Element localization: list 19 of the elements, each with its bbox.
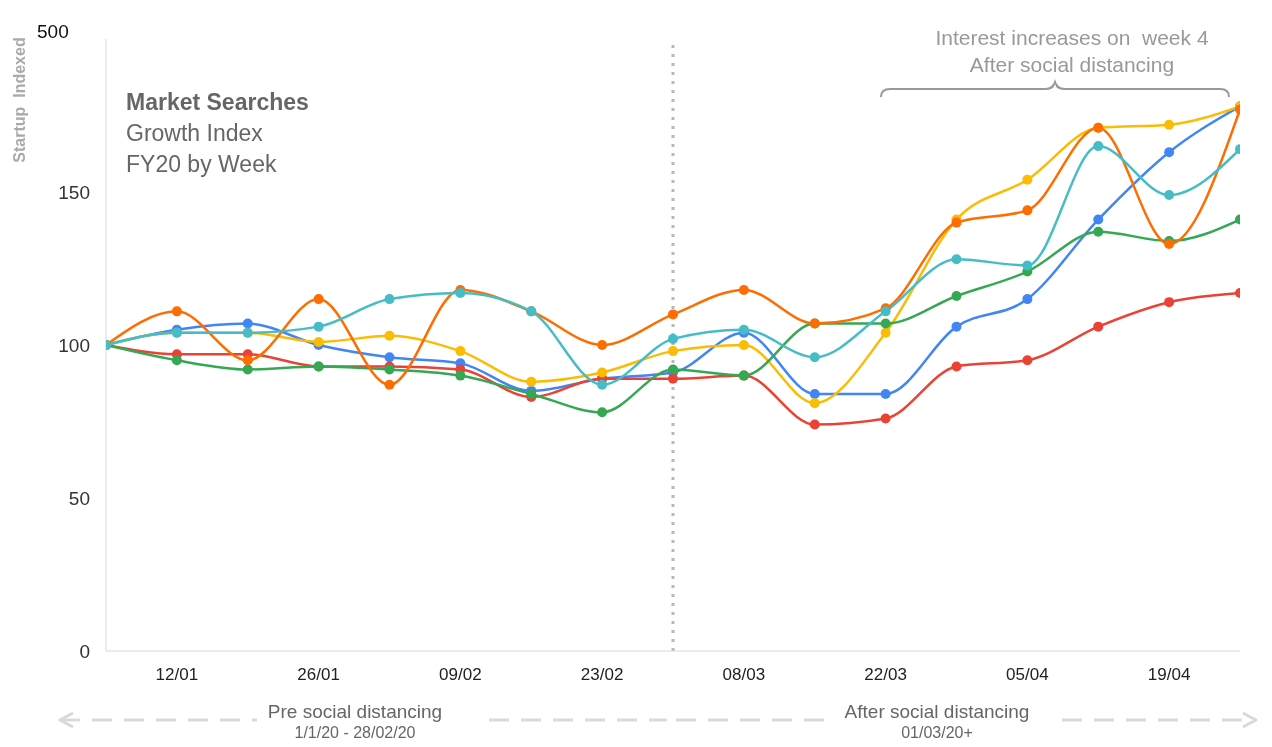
x-tick-label: 26/01 (297, 665, 340, 685)
x-tick-label: 23/02 (580, 665, 624, 685)
y-tick-label: 100 (58, 334, 90, 356)
x-tick-label: 19/04 (1147, 665, 1191, 685)
y-tick-label: 0 (79, 640, 90, 662)
y-axis-title: Startup Indexed (11, 37, 29, 163)
annotation: Interest increases on week 4 After social distancing (935, 25, 1209, 78)
text: 500 (37, 21, 69, 43)
x-tick-label: 08/03 (722, 665, 766, 685)
x-tick-label: 12/01 (155, 665, 199, 685)
x-tick-label: 05/04 (1006, 665, 1049, 685)
text: Market Searches (126, 88, 309, 117)
text: Pre social distancing 1/1/20 - 28/02/20 (267, 700, 443, 743)
text: Growth Index FY20 by Week (126, 119, 278, 179)
text: After social distancing 01/03/20+ (844, 700, 1030, 743)
x-tick-label: 09/02 (439, 665, 482, 685)
y-tick-label: 150 (58, 181, 90, 203)
x-tick-label: 22/03 (864, 665, 907, 685)
y-tick-label: 50 (68, 487, 90, 509)
